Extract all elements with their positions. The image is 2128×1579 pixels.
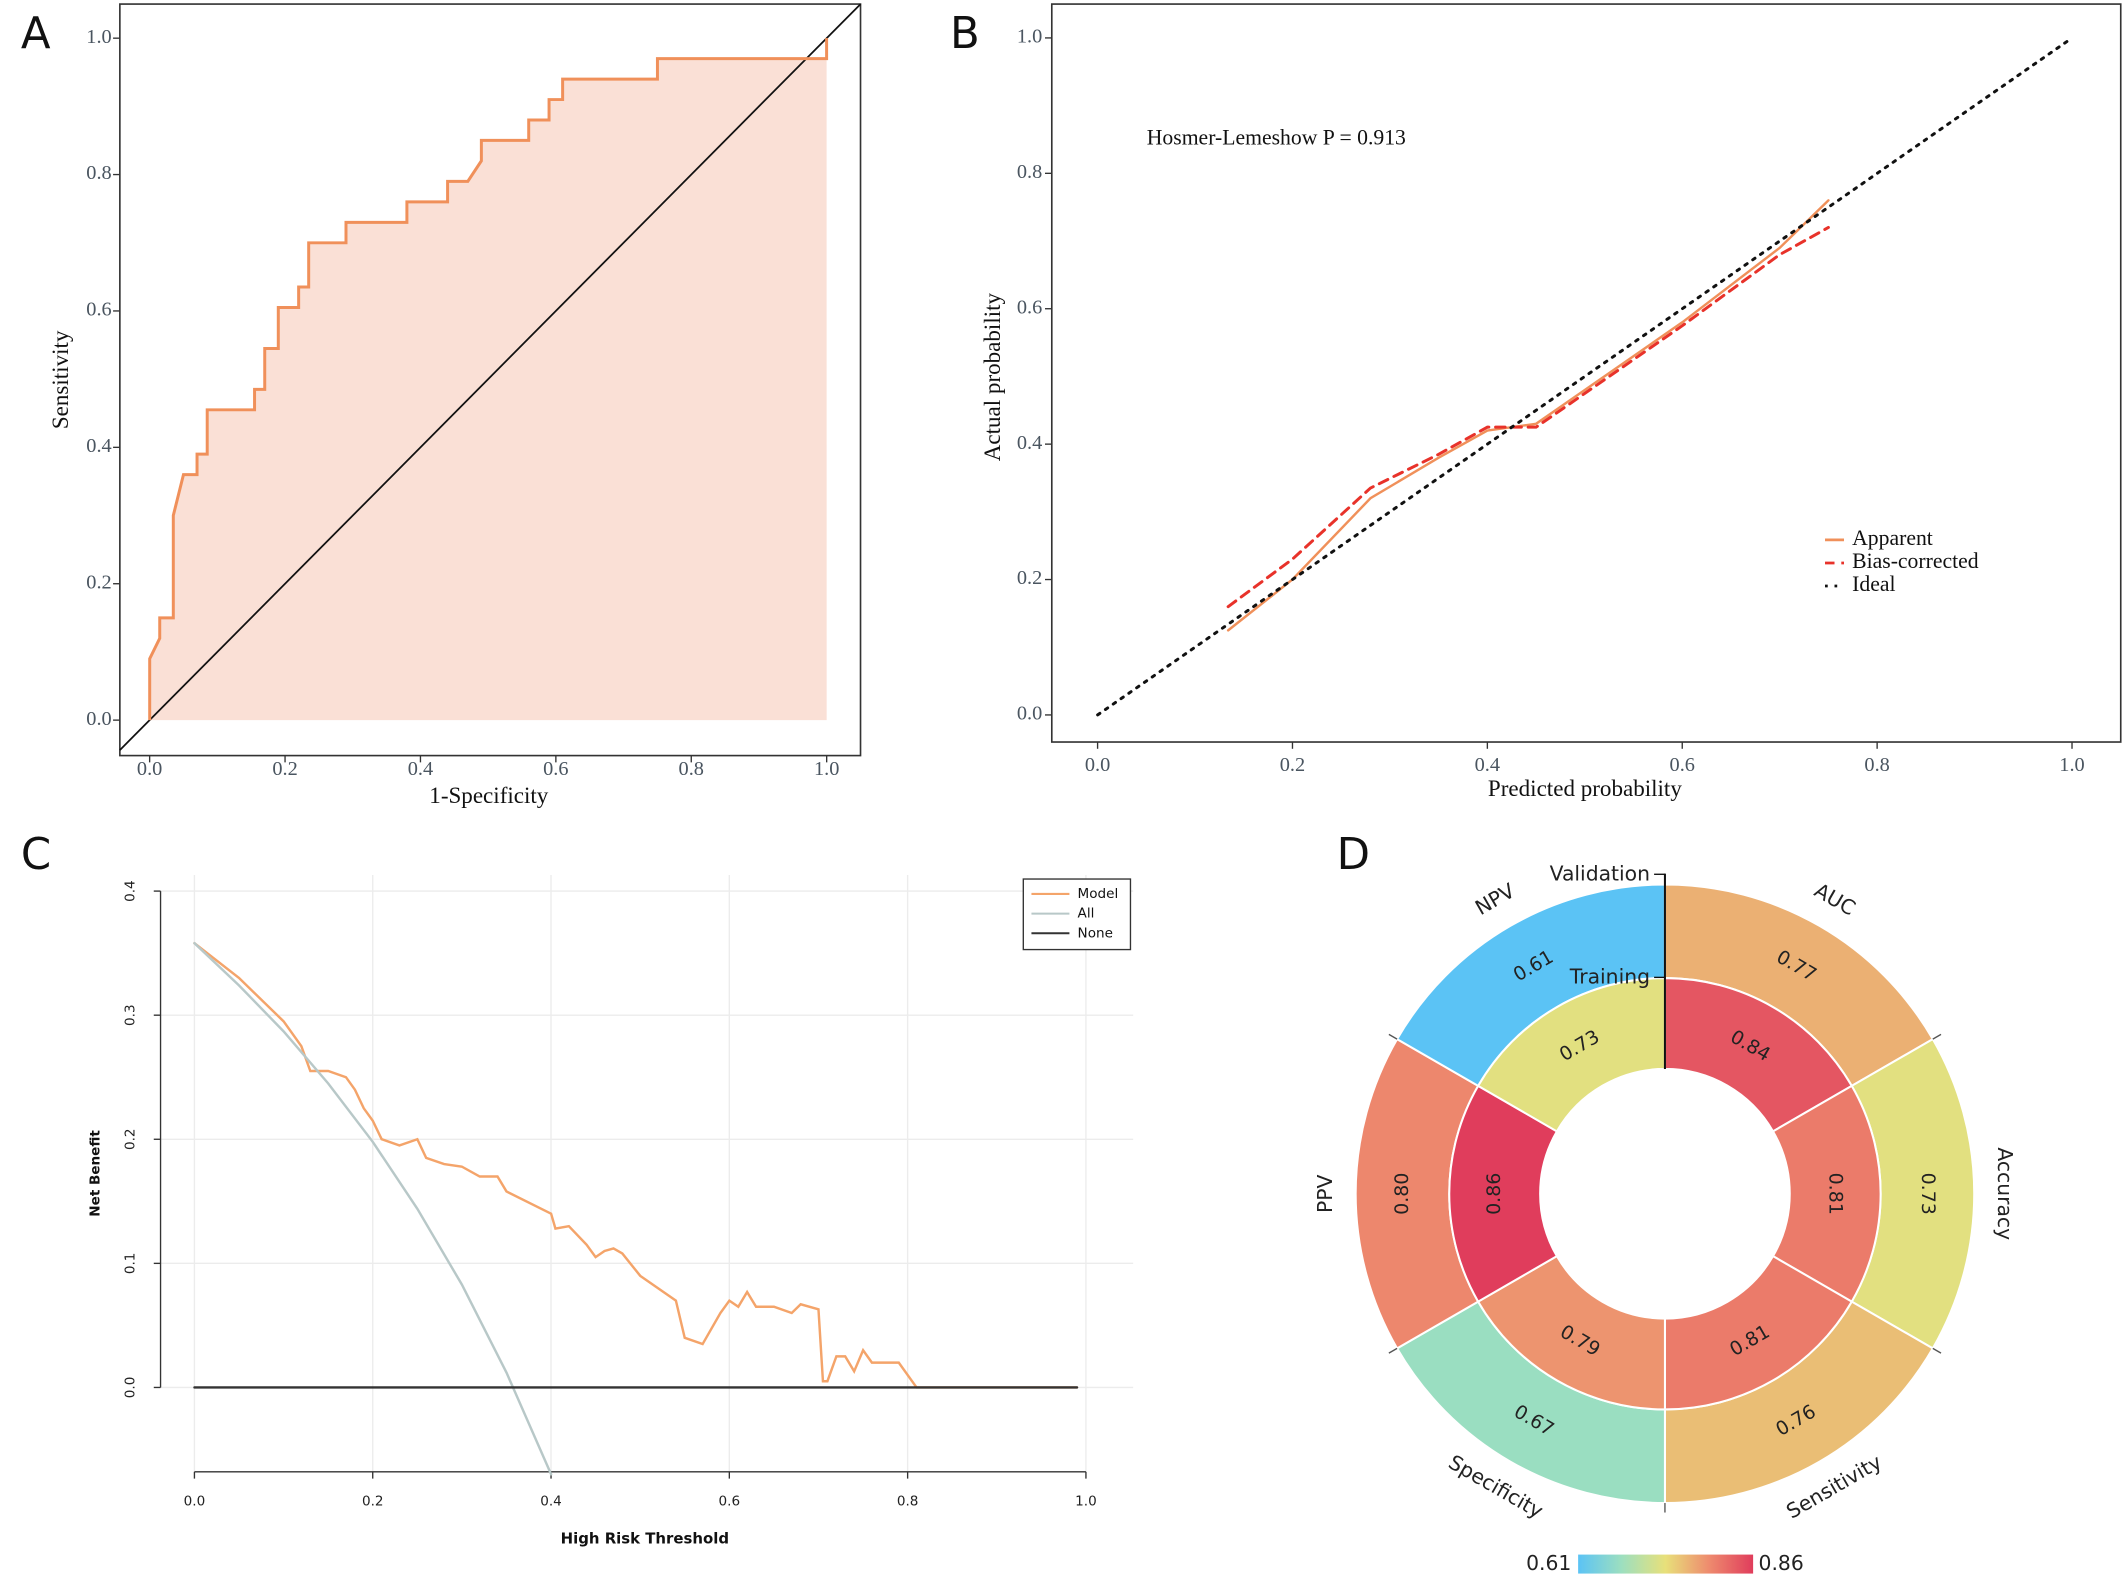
- y-axis-label: Actual probability: [979, 292, 1005, 461]
- legend-label: Apparent: [1852, 526, 1933, 550]
- panel-letter: A: [21, 9, 51, 59]
- y-tick-label: 0.0: [123, 1377, 139, 1399]
- y-tick-label: 0.0: [86, 708, 111, 730]
- panel-letter: D: [1337, 830, 1370, 880]
- x-tick-label: 0.2: [362, 1494, 384, 1510]
- panel-letter: C: [21, 830, 51, 880]
- x-tick-label: 0.0: [137, 758, 162, 780]
- panel: B 0.0 0.2 0.4 0.6 0.8 1.0 0.0 0.2 0.4 0.6 0.8 1.0 Pre…: [950, 3, 2122, 801]
- category-label: AUC: [1810, 878, 1859, 920]
- y-tick-label: 0.6: [1017, 296, 1042, 318]
- legend-label: Bias-corrected: [1852, 549, 1979, 573]
- legend-label: Ideal: [1852, 572, 1895, 596]
- colorbar-label: 0.61: [1526, 1551, 1571, 1575]
- ring-tick: [1932, 1033, 1942, 1040]
- x-tick-label: 0.4: [540, 1494, 562, 1510]
- legend-label: None: [1078, 925, 1113, 941]
- roc-curve: [148, 38, 829, 721]
- x-tick-label: 0.8: [897, 1494, 919, 1510]
- line: [1096, 36, 2074, 717]
- ring-tick: [1388, 1347, 1398, 1354]
- x-tick-label: 1.0: [2059, 754, 2084, 776]
- value-label: 0.81: [1825, 1173, 1847, 1215]
- x-tick-label: 0.0: [184, 1494, 206, 1510]
- x-tick-label: 0.4: [1475, 754, 1500, 776]
- line: [193, 941, 553, 1476]
- x-tick-label: 0.4: [408, 758, 433, 780]
- x-tick-label: 0.2: [272, 758, 297, 780]
- category-label: NPV: [1471, 878, 1519, 920]
- annotation: Hosmer-Lemeshow P = 0.913: [1147, 126, 1406, 150]
- legend-label: All: [1078, 906, 1095, 922]
- y-tick-label: 0.8: [86, 162, 111, 184]
- ring-tick: [1388, 1033, 1398, 1040]
- y-tick-label: 0.3: [123, 1004, 139, 1026]
- ring-name: Training: [1569, 964, 1650, 988]
- y-axis-label: Net Benefit: [87, 1130, 103, 1217]
- y-axis-label: Sensitivity: [47, 330, 73, 429]
- x-axis-label: 1-Specificity: [429, 782, 549, 808]
- panel-letter: B: [950, 9, 980, 59]
- y-tick-label: 0.4: [1017, 432, 1042, 454]
- value-label: 0.86: [1483, 1173, 1505, 1215]
- x-tick-label: 0.8: [679, 758, 704, 780]
- x-tick-label: 0.8: [1864, 754, 1889, 776]
- y-tick-label: 0.4: [86, 435, 111, 457]
- y-tick-label: 1.0: [86, 26, 111, 48]
- y-tick-label: 0.1: [123, 1253, 139, 1275]
- y-tick-label: 0.6: [86, 299, 111, 321]
- reference-diagonal: [119, 3, 862, 751]
- x-tick-label: 0.2: [1280, 754, 1305, 776]
- y-tick-label: 0.2: [123, 1128, 139, 1150]
- y-tick-label: 1.0: [1017, 26, 1042, 48]
- colorbar-label: 0.86: [1759, 1551, 1804, 1575]
- panel: D0.770.730.760.670.800.610.840.810.810.7…: [1313, 830, 2017, 1575]
- panel: A 0.0 0.2 0.4 0.6 0.8 1.0 0.0 0.2 0.4 0.6 0.8 1.0 1-S…: [21, 3, 862, 808]
- ring-tick: [1932, 1347, 1942, 1354]
- value-label: 0.80: [1391, 1173, 1413, 1215]
- y-tick-label: 0.2: [86, 571, 111, 593]
- x-tick-label: 0.6: [719, 1494, 741, 1510]
- x-tick-label: 1.0: [814, 758, 839, 780]
- x-tick-label: 1.0: [1075, 1494, 1097, 1510]
- line: [193, 941, 1079, 1389]
- y-tick-label: 0.2: [1017, 567, 1042, 589]
- plot-frame: [119, 3, 862, 757]
- plot-frame: [1050, 3, 2122, 743]
- y-tick-label: 0.8: [1017, 161, 1042, 183]
- colorbar: [1578, 1554, 1754, 1574]
- legend-label: Model: [1078, 886, 1119, 902]
- y-tick-label: 0.4: [123, 880, 139, 902]
- y-tick-label: 0.0: [1017, 703, 1042, 725]
- category-label: Accuracy: [1993, 1147, 2017, 1240]
- x-axis-label: Predicted probability: [1488, 775, 1682, 801]
- x-tick-label: 0.6: [1670, 754, 1695, 776]
- category-label: PPV: [1313, 1174, 1337, 1213]
- ring-name: Validation: [1550, 861, 1650, 885]
- x-axis-label: High Risk Threshold: [561, 1530, 729, 1548]
- value-label: 0.73: [1917, 1173, 1939, 1215]
- x-tick-label: 0.0: [1085, 754, 1110, 776]
- panel: C 0.0 0.2 0.4 0.6 0.8 1.0 0.0 0.1 0.2 0.3 0.4 High R…: [21, 830, 1134, 1548]
- x-tick-label: 0.6: [543, 758, 568, 780]
